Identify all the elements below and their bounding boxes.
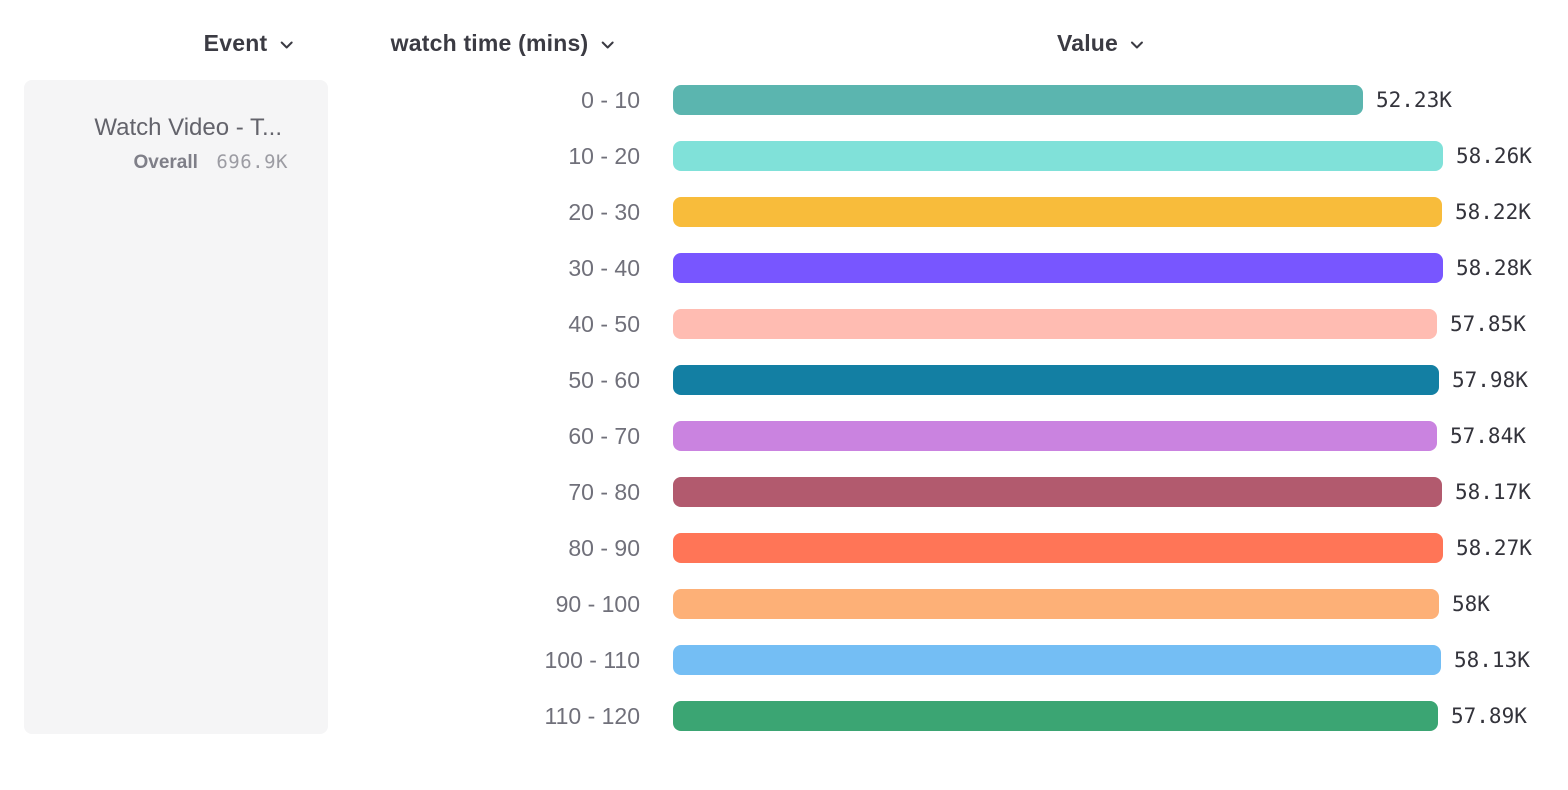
bucket-label: 30 - 40 (568, 254, 640, 281)
bar-segment[interactable] (673, 589, 1439, 619)
bucket-label: 20 - 30 (568, 198, 640, 225)
event-column-header-label: Event (203, 29, 268, 56)
bucket-label: 10 - 20 (568, 142, 640, 169)
bar-value-label: 58.26K (1456, 144, 1532, 168)
bar-segment[interactable] (673, 533, 1443, 563)
bucket-label: 90 - 100 (555, 590, 640, 617)
bucket-label: 50 - 60 (568, 366, 640, 393)
chart-row: 90 - 100 58K (0, 576, 1568, 632)
chart-row: 40 - 50 57.85K (0, 296, 1568, 352)
event-column-header[interactable]: Event (204, 27, 295, 59)
bar-value-label: 52.23K (1376, 88, 1452, 112)
bar-segment[interactable] (673, 85, 1363, 115)
overall-value: 696.9K (216, 151, 288, 173)
bar-value-label: 58.28K (1456, 256, 1532, 280)
bucket-label: 0 - 10 (581, 86, 640, 113)
bar-value-label: 58.17K (1455, 480, 1531, 504)
chart-row: 30 - 40 58.28K (0, 240, 1568, 296)
bar-segment[interactable] (673, 701, 1438, 731)
bar-segment[interactable] (673, 477, 1442, 507)
bar-value-label: 58.27K (1456, 536, 1532, 560)
bar-value-label: 57.98K (1452, 368, 1528, 392)
bucket-label: 100 - 110 (544, 646, 640, 673)
chevron-down-icon (599, 37, 615, 53)
bar-segment[interactable] (673, 365, 1439, 395)
chart-row: 60 - 70 57.84K (0, 408, 1568, 464)
bar-value-label: 57.84K (1450, 424, 1526, 448)
chart-row: 70 - 80 58.17K (0, 464, 1568, 520)
event-summary-card: Watch Video - T... Overall 696.9K (24, 80, 328, 734)
chart-row: 20 - 30 58.22K (0, 184, 1568, 240)
bar-chart: 0 - 10 52.23K 10 - 20 58.26K 20 - 30 58.22K 30… (0, 72, 1568, 744)
dimension-column-header-label: watch time (mins) (390, 29, 589, 56)
bar-value-label: 57.89K (1451, 704, 1527, 728)
bar-segment[interactable] (673, 197, 1442, 227)
bucket-label: 60 - 70 (568, 422, 640, 449)
chevron-down-icon (278, 37, 294, 53)
bar-segment[interactable] (673, 421, 1437, 451)
chart-row: 100 - 110 58.13K (0, 632, 1568, 688)
bucket-label: 70 - 80 (568, 478, 640, 505)
bar-segment[interactable] (673, 309, 1437, 339)
bar-segment[interactable] (673, 645, 1441, 675)
overall-label: Overall (133, 152, 198, 173)
chart-row: 10 - 20 58.26K (0, 128, 1568, 184)
bar-segment[interactable] (673, 253, 1443, 283)
event-name[interactable]: Watch Video - T... (94, 114, 282, 141)
bar-value-label: 58.22K (1455, 200, 1531, 224)
bar-segment[interactable] (673, 141, 1443, 171)
bucket-label: 80 - 90 (568, 534, 640, 561)
chart-row: 80 - 90 58.27K (0, 520, 1568, 576)
chart-row: 50 - 60 57.98K (0, 352, 1568, 408)
chart-row: 110 - 120 57.89K (0, 688, 1568, 744)
dimension-column-header[interactable]: watch time (mins) (391, 27, 616, 59)
bucket-label: 110 - 120 (544, 702, 640, 729)
chart-row: 0 - 10 52.23K (0, 72, 1568, 128)
overall-row: Overall 696.9K (24, 151, 328, 174)
value-column-header[interactable]: Value (1057, 27, 1145, 59)
bar-value-label: 58.13K (1454, 648, 1530, 672)
chevron-down-icon (1129, 37, 1145, 53)
bucket-label: 40 - 50 (568, 310, 640, 337)
bar-value-label: 57.85K (1450, 312, 1526, 336)
bar-value-label: 58K (1452, 592, 1490, 616)
value-column-header-label: Value (1056, 29, 1119, 56)
